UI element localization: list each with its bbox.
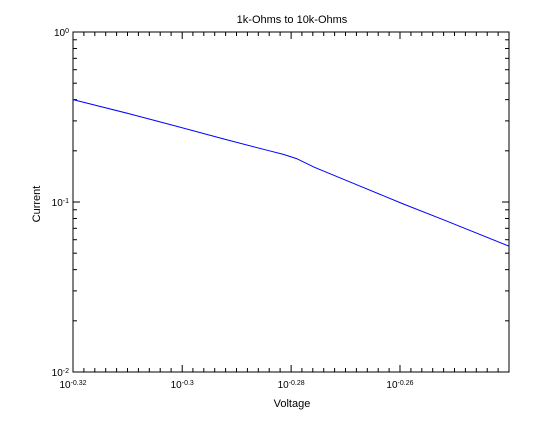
x-axis-label: Voltage [274, 398, 311, 410]
y-tick-label: 100 [54, 28, 69, 40]
x-tick-label: 10-0.32 [59, 380, 86, 392]
y-tick-label: 10-2 [52, 368, 69, 380]
y-axis-label: Current [31, 186, 43, 223]
x-tick-label: 10-0.26 [386, 380, 413, 392]
chart-title: 1k-Ohms to 10k-Ohms [237, 14, 348, 26]
y-tick-label: 10-1 [52, 198, 69, 210]
x-tick-label: 10-0.28 [278, 380, 305, 392]
axes-box [72, 31, 510, 373]
x-tick-label: 10-0.3 [171, 380, 194, 392]
plot-area: 10-0.32 10-0.3 10-0.28 10-0.26 10-2 10-1 100 [52, 28, 510, 392]
series-line [72, 99, 510, 247]
